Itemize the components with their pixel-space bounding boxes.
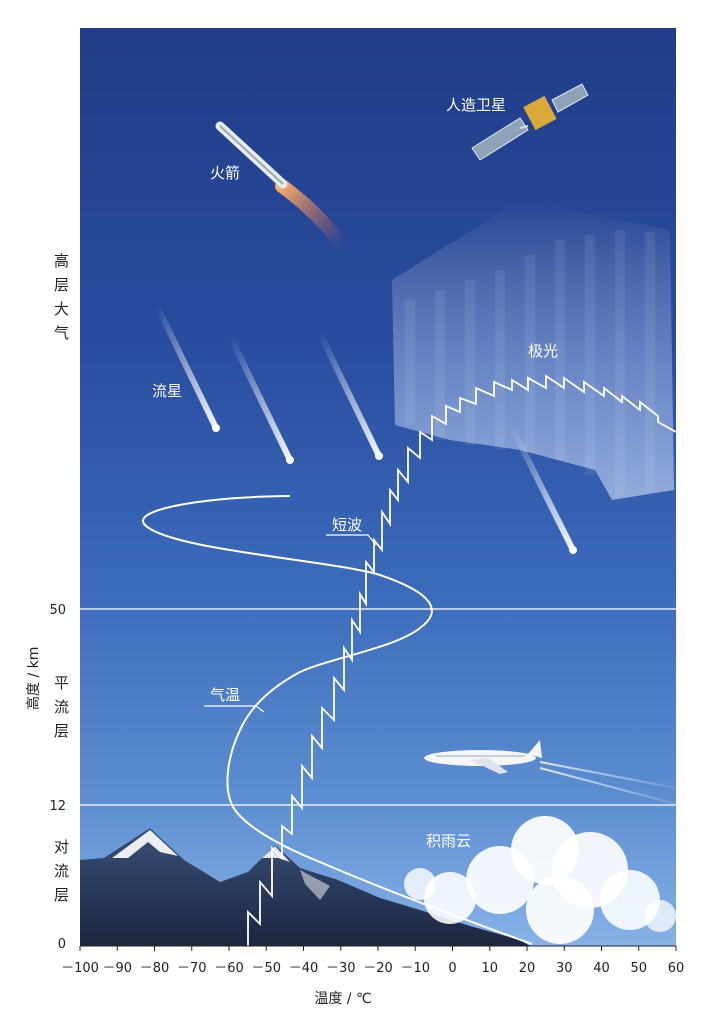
x-tick-label: －80	[140, 961, 170, 976]
y-tick-label: 12	[49, 799, 66, 814]
x-tick-label: －50	[251, 961, 281, 976]
x-axis-title: 温度 / ℃	[314, 991, 371, 1007]
layer-char: 层	[54, 722, 69, 740]
x-tick-label: 10	[481, 961, 498, 976]
y-tick-label: 0	[58, 937, 66, 952]
y-axis-title: 高度 / km	[25, 647, 42, 710]
aurora-label: 极光	[528, 342, 558, 360]
x-tick-label: －30	[326, 961, 356, 976]
layer-char: 流	[54, 862, 69, 880]
x-tick-label: 60	[668, 961, 685, 976]
rocket-illustration	[215, 121, 349, 253]
x-tick-label: －100	[61, 961, 99, 976]
sky-background	[80, 28, 676, 946]
x-tick-label: －10	[400, 961, 430, 976]
x-tick-label: －40	[289, 961, 319, 976]
shortwave-curve	[247, 374, 677, 946]
layer-char: 高	[54, 252, 69, 270]
temperature-label-leader	[204, 705, 265, 713]
x-tick-label: －60	[214, 961, 244, 976]
layer-char: 对	[54, 838, 69, 856]
layer-char: 层	[54, 886, 69, 904]
meteor-label: 流星	[152, 382, 182, 400]
x-tick-label: 20	[519, 961, 536, 976]
x-tick-label: －90	[102, 961, 132, 976]
layer-char: 大	[54, 300, 69, 318]
x-tick-label: －70	[177, 961, 207, 976]
temperature-curve	[142, 495, 533, 945]
shortwave-label: 短波	[332, 516, 362, 534]
satellite-illustration	[471, 83, 589, 161]
layer-label-stratosphere: 平 流 层	[54, 674, 69, 740]
mountains-illustration	[80, 828, 530, 946]
layer-char: 气	[54, 324, 69, 342]
x-axis-ticks: －100 －90 －80 －70 －60 －50 －40 －30 －20 －10 0 10 20 30 40…	[61, 946, 684, 976]
layer-char: 平	[54, 674, 69, 692]
layer-char: 层	[54, 276, 69, 294]
airplane-illustration	[424, 740, 677, 805]
x-tick-label: 40	[593, 961, 610, 976]
aurora-illustration	[392, 200, 674, 500]
x-tick-label: 0	[448, 961, 456, 976]
x-tick-label: 50	[630, 961, 647, 976]
rocket-label: 火箭	[210, 164, 240, 182]
layer-char: 流	[54, 698, 69, 716]
x-tick-label: －20	[363, 961, 393, 976]
y-tick-label: 50	[49, 603, 66, 618]
x-tick-label: 30	[556, 961, 573, 976]
layer-label-troposphere: 对 流 层	[54, 838, 69, 904]
temperature-label: 气温	[210, 686, 240, 704]
layer-label-upper-atmosphere: 高 层 大 气	[54, 252, 69, 342]
meteors-illustration	[154, 303, 577, 554]
shortwave-label-leader	[326, 534, 377, 546]
cloud-illustration	[404, 816, 676, 944]
cloud-label: 积雨云	[426, 832, 471, 850]
satellite-label: 人造卫星	[446, 96, 506, 114]
